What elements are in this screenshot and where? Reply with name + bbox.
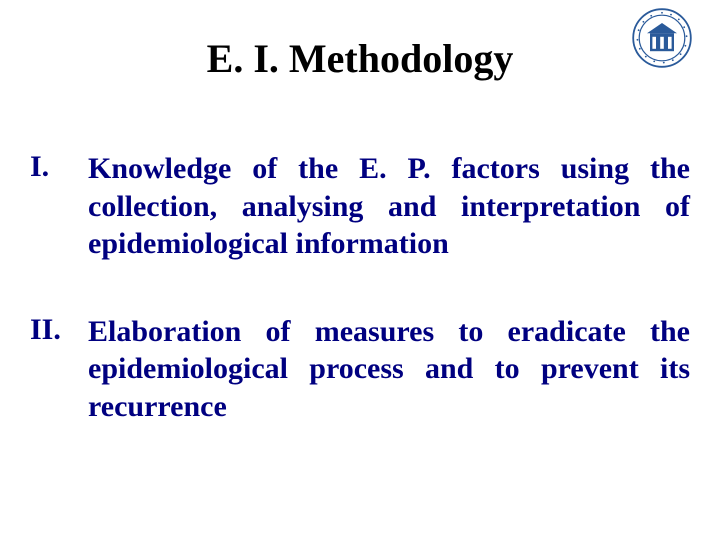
slide-title: E. I. Methodology: [0, 35, 720, 82]
list-numeral: II.: [30, 313, 88, 347]
list-item: I. Knowledge of the E. P. factors using …: [30, 150, 690, 263]
list-numeral: I.: [30, 150, 88, 184]
list-item: II. Elaboration of measures to eradicate…: [30, 313, 690, 426]
list-text: Elaboration of measures to eradicate the…: [88, 313, 690, 426]
slide-body: I. Knowledge of the E. P. factors using …: [30, 150, 690, 475]
slide: E. I. Methodology I. Knowledge of the E.…: [0, 0, 720, 540]
list-text: Knowledge of the E. P. factors using the…: [88, 150, 690, 263]
